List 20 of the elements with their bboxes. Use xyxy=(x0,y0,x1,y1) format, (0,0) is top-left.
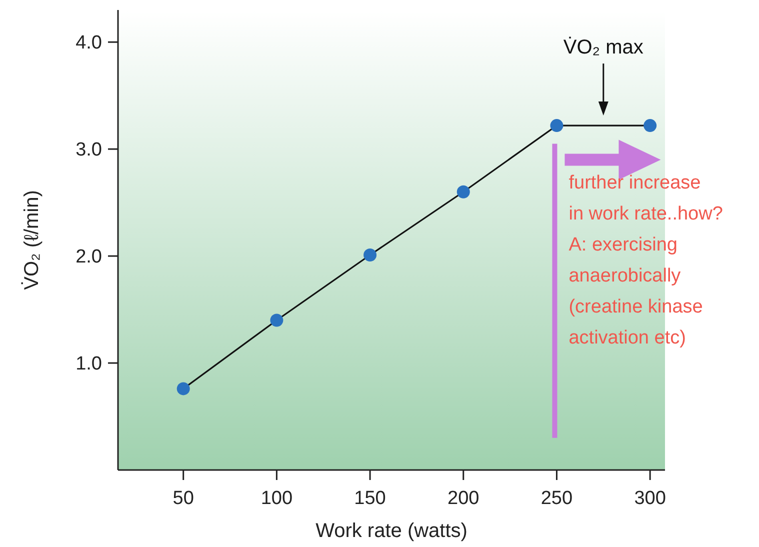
point xyxy=(176,382,190,396)
point xyxy=(456,185,470,198)
x-tick-label: 50 xyxy=(172,488,194,509)
y-tick-label: 4.0 xyxy=(76,32,102,54)
annotation: further increase in work rate..how? A: exercising anaerobically (creatine kinase activation etc) xyxy=(568,172,723,349)
x-tick-label: 150 xyxy=(354,488,386,509)
annotation: V̇O₂ max xyxy=(563,36,644,59)
point xyxy=(364,248,377,262)
x-tick-label: 100 xyxy=(260,488,293,509)
y-tick-label: 3.0 xyxy=(76,140,102,161)
x-tick-label: 250 xyxy=(540,488,573,509)
y-tick-label: 2.0 xyxy=(76,246,102,268)
point xyxy=(550,119,564,132)
point xyxy=(644,119,657,132)
y-tick-label: 1.0 xyxy=(76,354,102,375)
x-axis-title: Work rate (watts) xyxy=(316,520,468,542)
x-tick-label: 300 xyxy=(634,488,666,509)
y-axis-title: V̇O₂ (ℓ/min) xyxy=(20,190,43,290)
x-tick-label: 200 xyxy=(448,488,480,509)
point xyxy=(270,314,284,327)
